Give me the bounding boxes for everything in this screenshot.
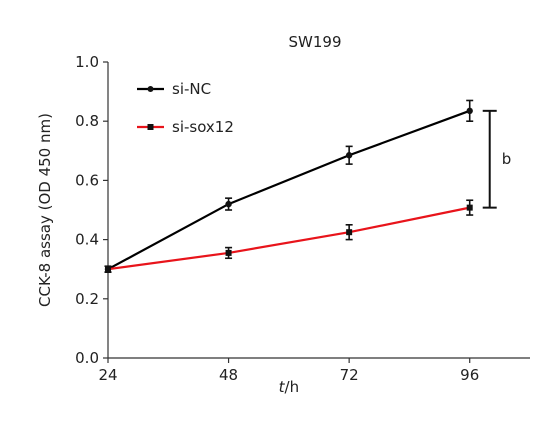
data-point (105, 266, 111, 273)
x-axis-title-unit: /h (285, 378, 300, 396)
data-point (466, 204, 473, 211)
x-axis-title: t/h (279, 378, 299, 396)
chart-title: SW199 (289, 33, 342, 51)
significance-annotation: b (482, 109, 512, 209)
x-tick-label: 96 (460, 366, 479, 384)
y-tick-label: 0.8 (75, 112, 99, 130)
data-point (225, 200, 232, 208)
legend-item: si-NC (137, 80, 211, 98)
series-line (107, 109, 471, 271)
series-layer (104, 99, 474, 273)
x-tick-label: 72 (340, 366, 359, 384)
data-point (225, 249, 232, 256)
legend-marker (147, 124, 154, 130)
legend: si-NC si-sox12 (137, 80, 234, 136)
y-tick-label: 0.4 (75, 231, 99, 249)
data-point (346, 229, 353, 236)
legend-label: si-sox12 (172, 118, 234, 136)
data-point (466, 107, 473, 115)
y-tick-label: 1.0 (75, 53, 99, 71)
series-si-sox12 (104, 199, 474, 273)
y-tick-label: 0.6 (75, 171, 99, 189)
x-tick-label: 24 (98, 366, 117, 384)
data-point (345, 152, 353, 159)
x-axis-title-variable: t (279, 378, 286, 396)
series-line (107, 206, 470, 271)
legend-item: si-sox12 (137, 118, 234, 136)
y-axis-title: CCK-8 assay (OD 450 nm) (36, 113, 54, 307)
x-tick-label: 48 (219, 366, 238, 384)
significance-label: b (502, 150, 512, 168)
y-tick-label: 0.0 (75, 349, 99, 367)
legend-label: si-NC (172, 80, 211, 98)
y-tick-label: 0.2 (75, 290, 99, 308)
axes: 0.0 0.2 0.4 0.6 0.8 1.0 24 48 72 96 t/h CCK-8 assay… (36, 53, 530, 396)
legend-marker (147, 86, 154, 92)
